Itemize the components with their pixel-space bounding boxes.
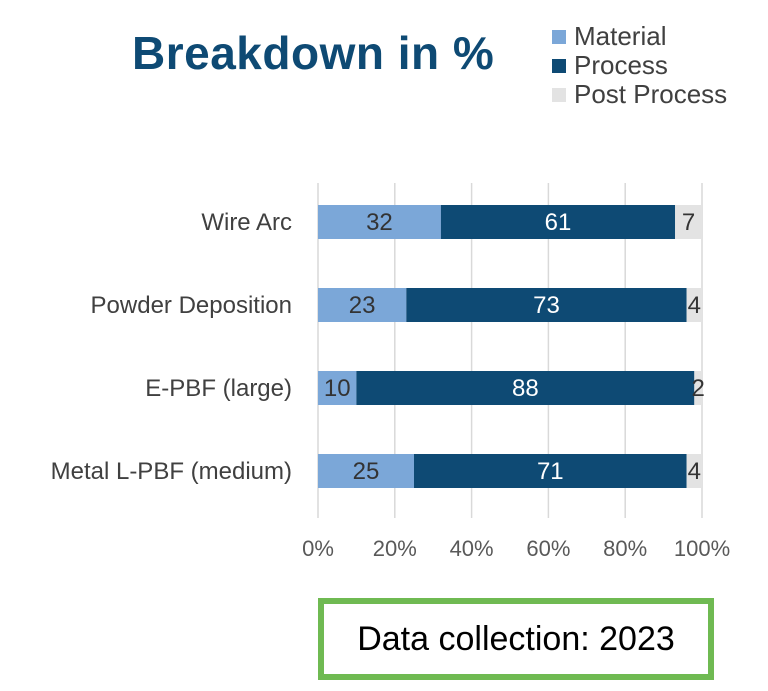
data-label: 71 <box>537 458 564 485</box>
legend-label-process: Process <box>574 50 668 80</box>
bar-segment <box>675 205 702 239</box>
data-collection-text: Data collection: 2023 <box>357 619 675 658</box>
bar-segment <box>318 288 407 322</box>
legend-label-post-process: Post Process <box>574 79 728 109</box>
x-tick-label: 20% <box>373 536 417 561</box>
data-label: 88 <box>512 375 539 402</box>
bar-segment <box>686 288 702 322</box>
x-tick-label: 40% <box>450 536 494 561</box>
legend-item-post-process: Post Process <box>552 80 727 109</box>
data-label: 10 <box>324 375 351 402</box>
data-label: 23 <box>349 292 376 319</box>
bar-segment <box>318 205 441 239</box>
data-label: 32 <box>366 209 393 236</box>
stacked-bar-chart: 0% 20% 40% 60% 80% 100% Wire Arc Powder Deposit… <box>51 183 730 561</box>
x-tick-label: 100% <box>674 536 730 561</box>
chart-legend: Material Process Post Process <box>552 22 727 109</box>
chart-title: Breakdown in % <box>132 27 495 79</box>
bar-segment <box>686 454 702 488</box>
bar-segment <box>440 205 676 239</box>
category-label: Powder Deposition <box>91 292 292 319</box>
bar-segment <box>356 371 695 405</box>
bar-segment <box>318 454 414 488</box>
data-collection-box: Data collection: 2023 <box>318 598 714 680</box>
data-label: 2 <box>691 375 704 402</box>
category-label: E-PBF (large) <box>145 375 292 402</box>
data-label: 73 <box>533 292 560 319</box>
category-label: Metal L-PBF (medium) <box>51 458 292 485</box>
bar-segment <box>414 454 687 488</box>
data-label: 61 <box>545 209 572 236</box>
x-tick-label: 80% <box>603 536 647 561</box>
legend-swatch-material <box>552 29 566 44</box>
data-label: 4 <box>688 292 701 319</box>
data-label: 7 <box>682 209 695 236</box>
data-label: 4 <box>688 458 701 485</box>
legend-swatch-process <box>552 58 566 73</box>
legend-swatch-post-process <box>552 87 566 102</box>
legend-item-process: Process <box>552 51 727 80</box>
legend-label-material: Material <box>574 21 667 51</box>
category-label: Wire Arc <box>201 209 292 236</box>
legend-item-material: Material <box>552 22 727 51</box>
bar-segment <box>694 371 702 405</box>
bar-segment <box>406 288 687 322</box>
x-tick-label: 60% <box>526 536 570 561</box>
data-label: 25 <box>353 458 380 485</box>
bar-segment <box>318 371 357 405</box>
x-tick-label: 0% <box>302 536 334 561</box>
